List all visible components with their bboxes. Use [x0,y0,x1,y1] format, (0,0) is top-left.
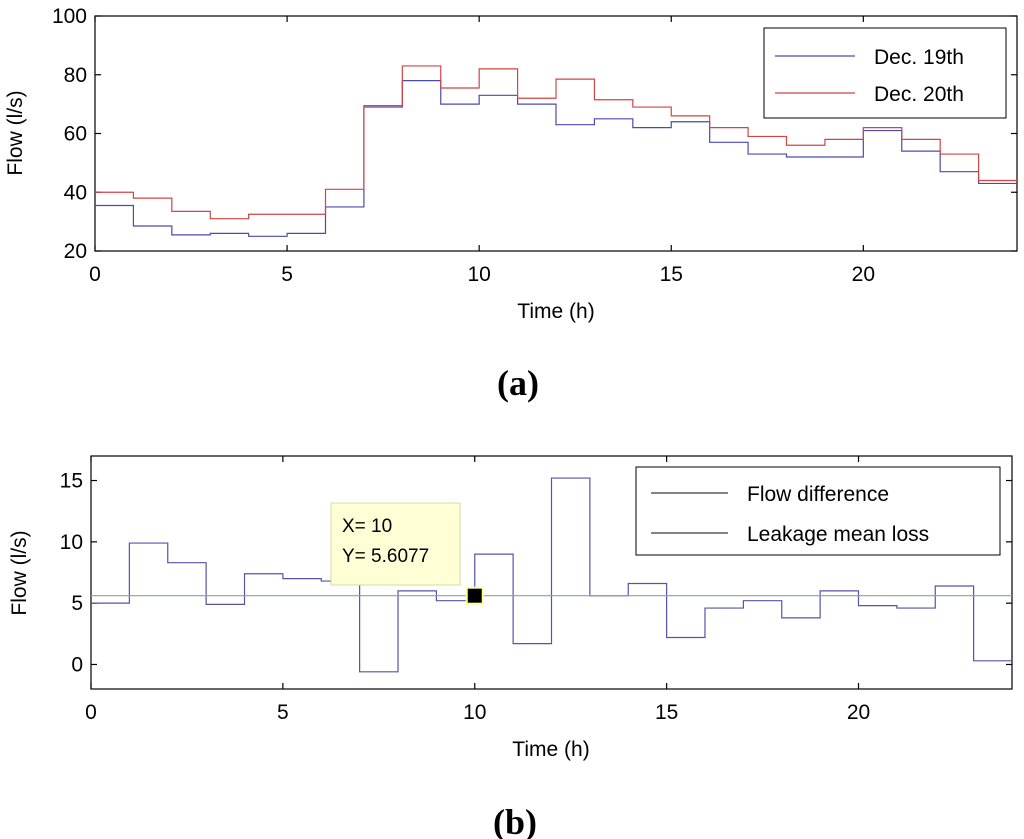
x-tick-label: 15 [660,263,683,286]
panel-b-tick-labels: 0 5 10 15 20 0 5 10 15 [60,470,871,724]
panel-b-chart: 0 5 10 15 20 0 5 10 15 Flow (l/s) Time (h) Flow … [8,455,1013,839]
panel-b-datatip[interactable]: X= 10 Y= 5.6077 [330,502,484,605]
panel-a-legend-label-dec20: Dec. 20th [874,83,964,106]
y-tick-label: 80 [64,64,87,87]
panel-b-legend-label-leakage-mean-loss: Leakage mean loss [747,523,929,546]
x-tick-label: 20 [852,263,875,286]
panel-a-series [95,65,1017,237]
panel-a-legend-label-dec19: Dec. 19th [874,46,964,69]
panel-b-legend-box [635,466,1001,556]
x-tick-label: 5 [281,263,293,286]
x-tick-label: 0 [89,263,101,286]
series-line-flow-difference [91,477,1012,673]
series-line-dec-20th [95,65,1017,220]
y-tick-label: 100 [52,5,87,28]
datatip-y-value: Y= 5.6077 [342,546,429,567]
panel-a-tick-labels: 0 5 10 15 20 20 40 60 80 100 [52,5,875,286]
panel-a-label: (a) [497,363,539,403]
panel-b-xlabel: Time (h) [512,738,589,761]
panel-b-series [91,477,1012,673]
datatip-marker[interactable] [465,586,484,605]
panel-b-legend: Flow difference Leakage mean loss [635,466,1001,556]
y-tick-label: 40 [64,181,87,204]
panel-a-ylabel: Flow (l/s) [4,90,27,175]
y-tick-label: 10 [60,531,83,554]
panel-b-label: (b) [493,802,537,839]
x-tick-label: 5 [277,701,289,724]
series-line-dec-19th [95,80,1017,237]
y-tick-label: 0 [71,653,83,676]
x-tick-label: 15 [655,701,678,724]
y-tick-label: 20 [64,240,87,263]
x-tick-label: 20 [847,701,870,724]
x-tick-label: 10 [467,263,490,286]
datatip-box [330,502,461,586]
x-tick-label: 0 [85,701,97,724]
y-tick-label: 60 [64,123,87,146]
panel-a-legend-box [763,27,1007,119]
panel-a-ticks [94,15,1017,252]
x-tick-label: 10 [463,701,486,724]
panel-b-legend-label-flow-difference: Flow difference [747,483,889,506]
y-tick-label: 5 [71,592,83,615]
y-tick-label: 15 [60,470,83,493]
panel-a-xlabel: Time (h) [517,300,594,323]
panel-b-ticks [90,456,1012,689]
datatip-x-value: X= 10 [342,516,392,537]
panel-a-legend: Dec. 19th Dec. 20th [763,27,1007,119]
panel-b-ylabel: Flow (l/s) [8,530,31,615]
